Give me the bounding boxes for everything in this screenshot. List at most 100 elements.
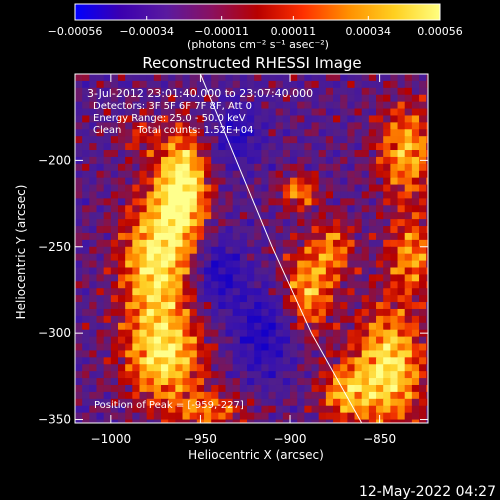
heatmap-cell (196, 156, 205, 165)
heatmap-cell (361, 384, 370, 393)
heatmap-cell (311, 87, 320, 96)
y-tick-label: −250 (38, 240, 71, 254)
heatmap-cell (139, 350, 148, 358)
heatmap-cell (189, 150, 198, 158)
heatmap-cell (161, 329, 169, 338)
heatmap-cell (261, 239, 270, 248)
heatmap-cell (247, 177, 255, 186)
heatmap-cell (361, 94, 370, 103)
heatmap-cell (254, 115, 262, 123)
heatmap-cell (383, 267, 391, 276)
heatmap-cell (261, 205, 270, 213)
heatmap-cell (211, 205, 219, 213)
heatmap-cell (139, 295, 148, 303)
heatmap-cell (168, 302, 176, 310)
heatmap-cell (383, 378, 391, 386)
heatmap-cell (161, 80, 169, 89)
heatmap-cell (196, 384, 205, 393)
heatmap-cell (361, 184, 370, 193)
heatmap-cell (404, 143, 413, 151)
heatmap-cell (404, 281, 413, 289)
heatmap-cell (376, 101, 384, 110)
heatmap-cell (325, 350, 334, 358)
heatmap-cell (325, 288, 334, 296)
heatmap-cell (383, 94, 391, 103)
heatmap-cell (397, 371, 406, 379)
heatmap-cell (118, 177, 126, 186)
heatmap-cell (426, 260, 428, 269)
heatmap-cell (304, 163, 313, 172)
heatmap-cell (89, 281, 98, 289)
heatmap-cell (340, 198, 348, 206)
heatmap-cell (125, 384, 133, 393)
heatmap-cell (354, 212, 363, 220)
heatmap-cell (196, 212, 205, 220)
heatmap-cell (75, 281, 83, 289)
heatmap-cell (139, 371, 148, 379)
heatmap-cell (196, 398, 205, 407)
heatmap-cell (247, 391, 255, 400)
heatmap-cell (96, 232, 105, 241)
heatmap-cell (189, 260, 198, 269)
heatmap-cell (103, 315, 112, 324)
heatmap-cell (103, 260, 112, 269)
heatmap-cell (325, 87, 334, 96)
heatmap-cell (397, 94, 406, 103)
heatmap-cell (390, 308, 399, 317)
heatmap-cell (325, 205, 334, 213)
heatmap-cell (204, 163, 212, 172)
heatmap-cell (311, 412, 320, 421)
heatmap-cell (82, 115, 90, 123)
heatmap-cell (404, 302, 413, 310)
heatmap-cell (196, 336, 205, 345)
heatmap-cell (146, 315, 155, 324)
heatmap-cell (426, 246, 428, 255)
heatmap-cell (404, 295, 413, 303)
heatmap-cell (311, 122, 320, 130)
heatmap-cell (325, 122, 334, 130)
heatmap-cell (218, 143, 227, 151)
heatmap-cell (239, 122, 248, 130)
heatmap-cell (125, 156, 133, 165)
heatmap-cell (376, 150, 384, 158)
heatmap-cell (161, 219, 169, 227)
heatmap-cell (204, 322, 212, 331)
heatmap-cell (347, 322, 356, 331)
heatmap-cell (132, 302, 141, 310)
heatmap-cell (182, 357, 191, 365)
heatmap-cell (282, 405, 291, 414)
heatmap-cell (75, 122, 83, 130)
heatmap-cell (146, 295, 155, 303)
heatmap-cell (404, 384, 413, 393)
heatmap-cell (297, 288, 305, 296)
heatmap-cell (419, 384, 427, 393)
heatmap-cell (139, 191, 148, 199)
heatmap-cell (340, 343, 348, 352)
heatmap-cell (247, 108, 255, 117)
heatmap-cell (96, 226, 105, 234)
heatmap-cell (318, 405, 327, 414)
heatmap-cell (390, 129, 399, 137)
heatmap-cell (268, 419, 277, 423)
heatmap-cell (376, 87, 384, 96)
heatmap-cell (239, 253, 248, 262)
heatmap-cell (275, 398, 284, 407)
heatmap-cell (426, 288, 428, 296)
heatmap-cell (325, 419, 334, 423)
heatmap-cell (340, 143, 348, 151)
heatmap-cell (354, 391, 363, 400)
heatmap-cell (247, 315, 255, 324)
heatmap-cell (247, 115, 255, 123)
heatmap-cell (89, 405, 98, 414)
heatmap-cell (218, 378, 227, 386)
heatmap-cell (161, 336, 169, 345)
heatmap-cell (297, 343, 305, 352)
heatmap-cell (340, 391, 348, 400)
heatmap-cell (139, 129, 148, 137)
heatmap-cell (325, 150, 334, 158)
heatmap-cell (146, 205, 155, 213)
heatmap-cell (225, 308, 234, 317)
heatmap-cell (196, 253, 205, 262)
heatmap-cell (96, 378, 105, 386)
heatmap-cell (419, 378, 427, 386)
